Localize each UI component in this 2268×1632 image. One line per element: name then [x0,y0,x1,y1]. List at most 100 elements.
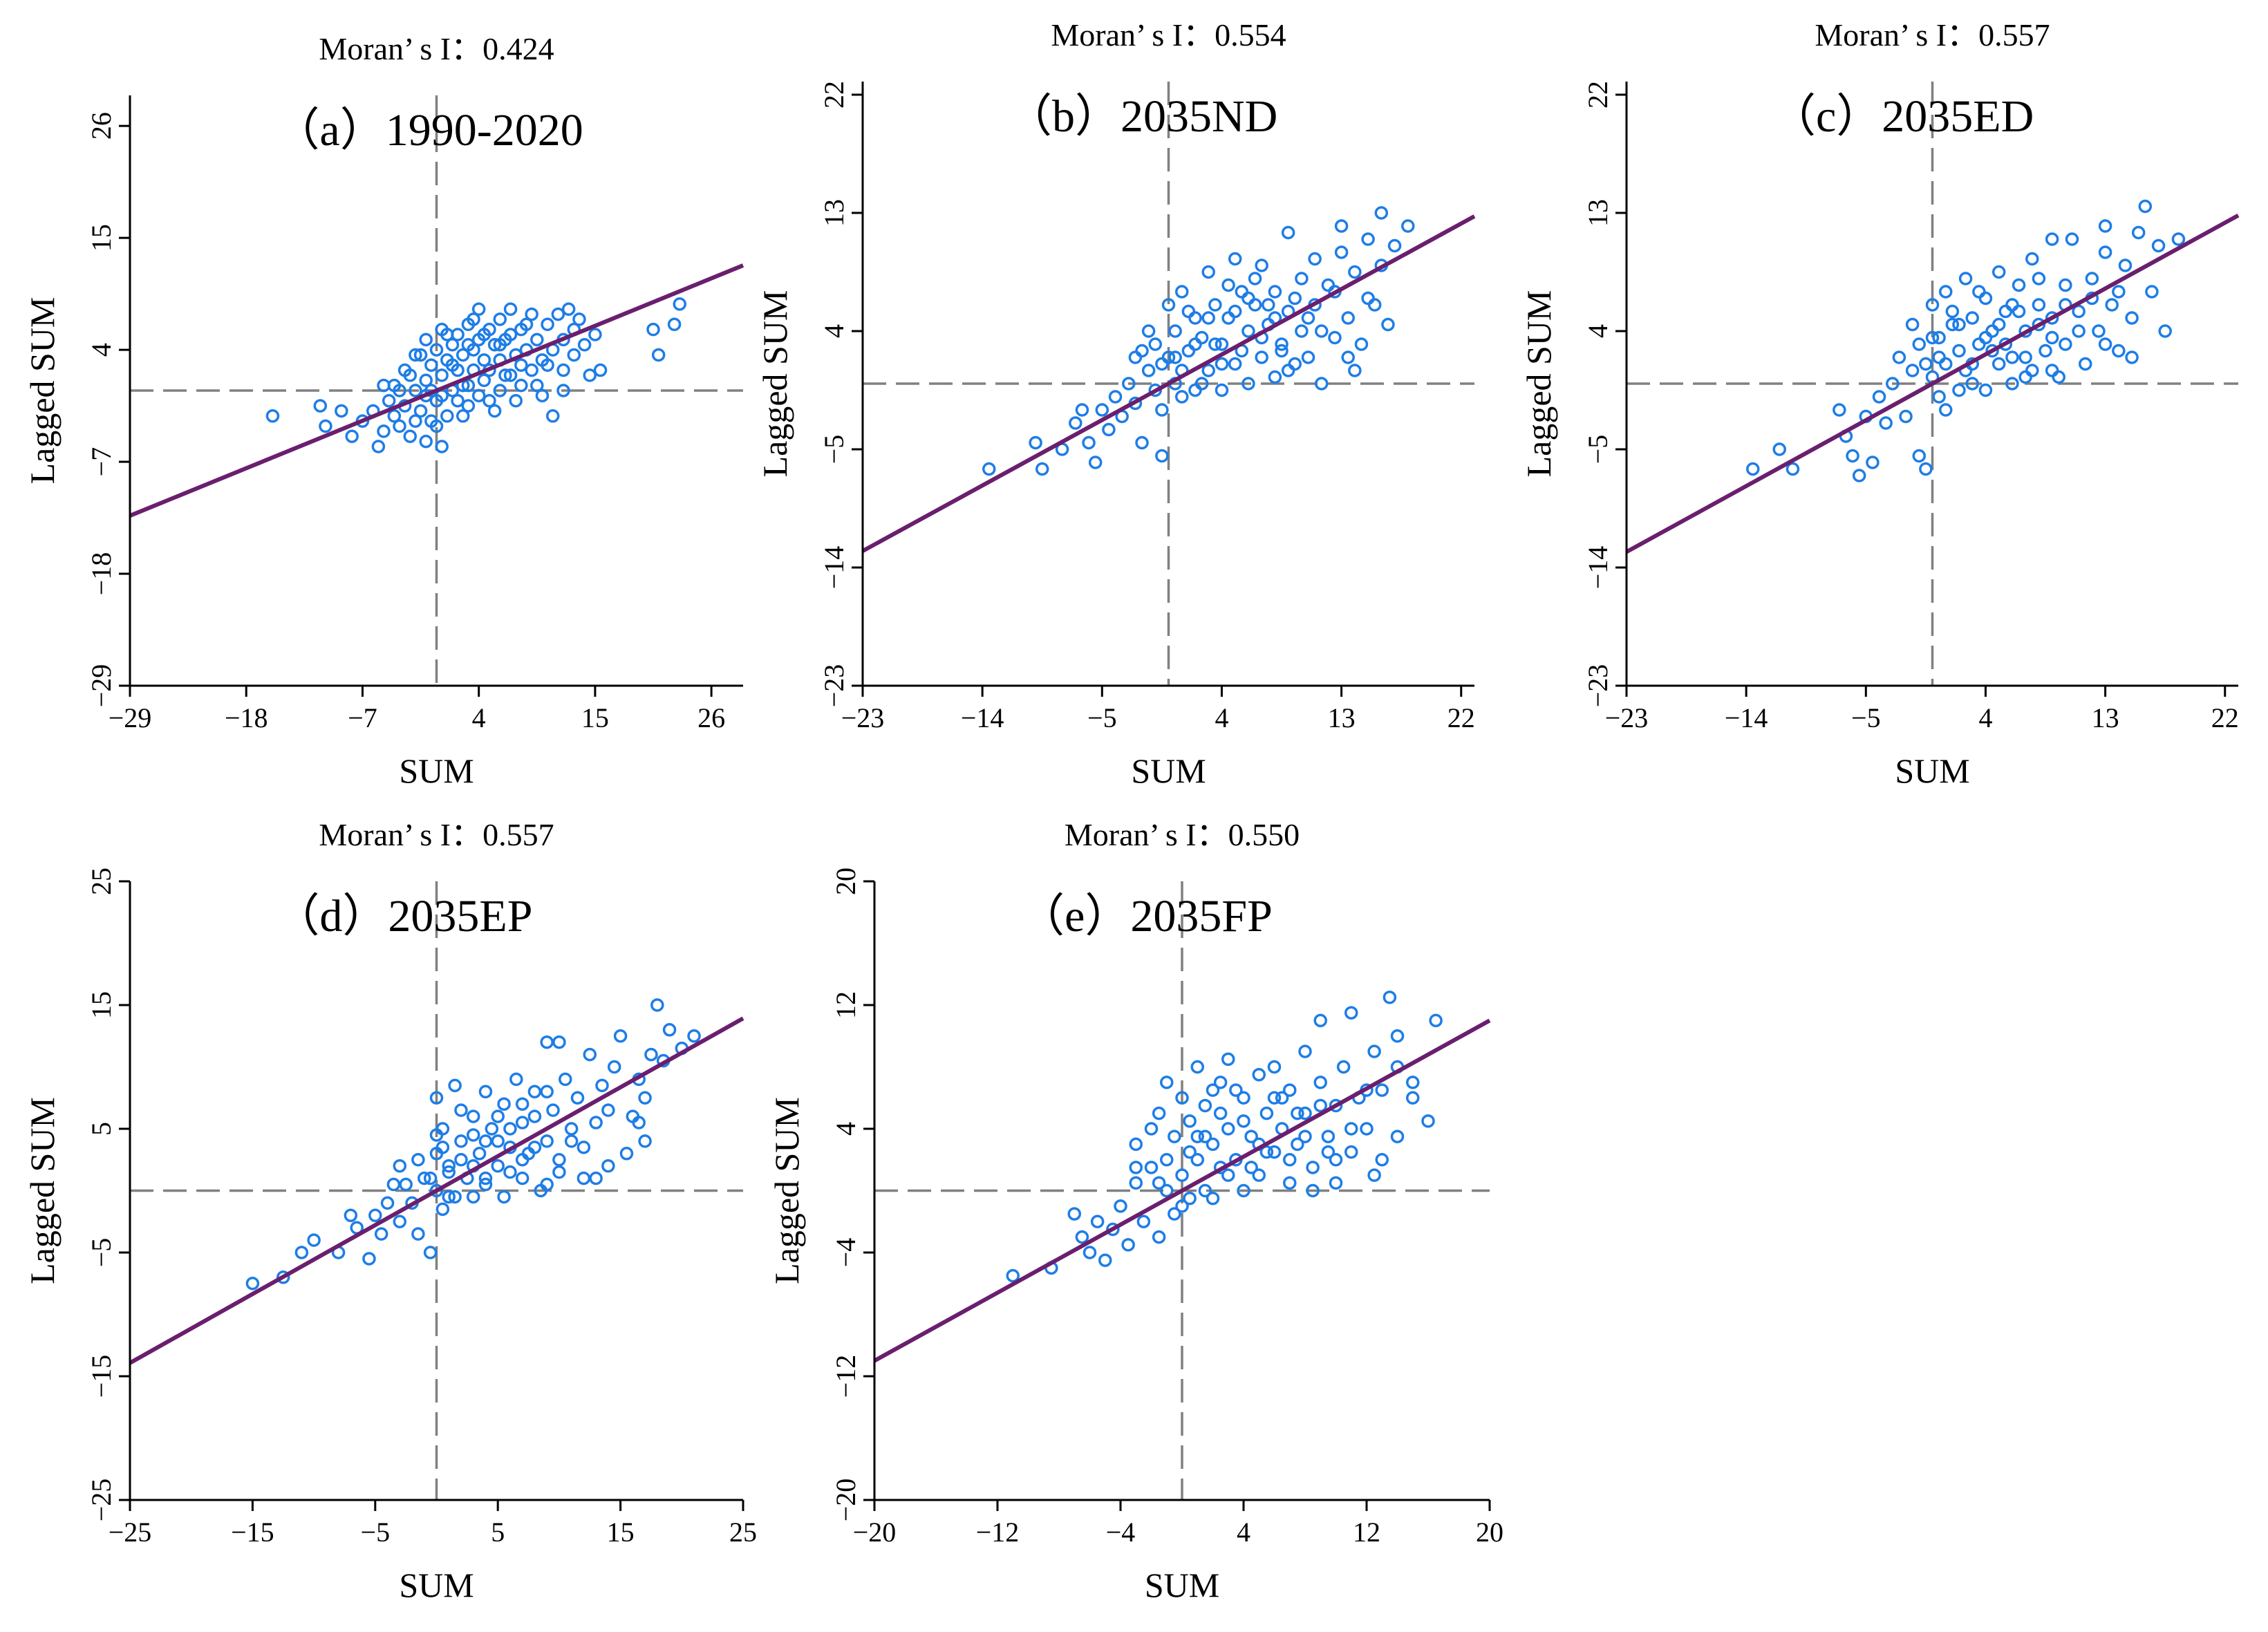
scatter-point [1255,259,1268,272]
scatter-point [1181,304,1196,319]
scatter-point [1978,383,1993,397]
scatter-point [577,337,592,352]
scatter-point [503,328,518,341]
scatter-point [419,332,433,347]
scatter-point [601,1159,615,1173]
scatter-point [2171,232,2186,246]
scatter-point [1833,403,1846,417]
scatter-point [1985,324,1999,338]
scatter-point [2105,298,2119,312]
x-tick-label: 5 [491,1517,505,1548]
scatter-point [1175,1091,1189,1105]
scatter-point [2032,272,2046,285]
scatter-point [1194,377,1209,391]
scatter-point [1291,1106,1304,1120]
scatter-point [442,1190,456,1204]
scatter-point [2005,377,2019,391]
scatter-point [423,1246,438,1259]
regression-line [129,1016,744,1365]
scatter-point [1152,1176,1166,1190]
x-axis-label: SUM [1895,751,1969,790]
y-tick-label: 13 [1582,199,1613,227]
scatter-point [519,317,534,332]
scatter-point [1852,469,1866,482]
scatter-point [467,312,480,326]
scatter-point [1213,1076,1228,1089]
y-tick-label: 4 [1582,324,1613,338]
x-tick-label: 4 [472,702,486,733]
scatter-point [1298,1106,1312,1120]
scatter-point [2025,252,2039,266]
scatter-point [1919,462,1933,476]
scatter-point [1228,252,1242,266]
scatter-point [1106,1222,1120,1237]
scatter-point [2045,364,2059,377]
scatter-point [515,1171,529,1185]
scatter-point [1315,377,1329,391]
scatter-point [1321,1145,1336,1159]
scatter-point [2098,219,2112,233]
scatter-point [1772,442,1786,456]
scatter-point [540,1177,554,1192]
scatter-point [1255,350,1268,364]
scatter-point [2092,324,2106,338]
y-tick-label: 26 [86,112,117,140]
scatter-point [1932,350,1946,364]
scatter-point [552,1165,566,1179]
scatter-point [485,1122,499,1136]
scatter-point [1972,285,1986,299]
scatter-point [552,1035,566,1049]
scatter-point [1198,1183,1212,1198]
scatter-point [687,1029,701,1043]
scatter-point [1281,364,1295,377]
scatter-point [478,1134,493,1148]
scatter-point [498,368,512,382]
scatter-point [1237,1183,1250,1198]
scatter-point [482,393,496,408]
scatter-point [1348,364,1362,377]
scatter-point [2125,311,2139,325]
scatter-point [1152,1230,1166,1244]
scatter-point [1155,449,1169,463]
scatter-point [371,440,386,453]
scatter-point [1306,1183,1320,1198]
scatter-point [515,1097,529,1111]
scatter-point [409,348,422,362]
scatter-point [478,1171,493,1185]
x-tick-label: −14 [961,702,1004,733]
scatter-point [1098,1253,1112,1267]
scatter-point [487,337,502,352]
y-tick-label: 22 [818,81,850,109]
scatter-point [429,1183,444,1198]
scatter-point [1288,291,1302,306]
scatter-point [1122,377,1136,391]
y-tick-label: −25 [86,1479,117,1522]
scatter-point [1313,1076,1327,1089]
x-tick-label: 12 [1353,1517,1380,1548]
scatter-point [1912,449,1927,463]
y-tick-label: −23 [1582,664,1613,708]
scatter-point [277,1270,290,1284]
y-tick-label: −14 [818,546,850,590]
scatter-point [1215,383,1229,397]
scatter-point [1168,1129,1181,1143]
scatter-point [1899,409,1913,424]
scatter-point [2032,298,2046,312]
scatter-point [1344,1145,1358,1159]
x-tick-label: 26 [697,702,725,733]
scatter-point [461,399,476,413]
scatter-point [1383,991,1397,1004]
moran-title: Moran’ s I：0.550 [1065,817,1300,852]
scatter-point [1912,337,1927,351]
scatter-point [2025,364,2039,377]
scatter-point [638,1091,652,1105]
scatter-point [503,1165,517,1179]
scatter-point [1367,298,1382,312]
x-tick-label: 4 [1237,1517,1250,1548]
scatter-point [1201,364,1215,377]
scatter-point [577,1141,591,1154]
scatter-point [1229,1083,1243,1097]
scatter-point [471,302,486,316]
scatter-point [1336,1060,1351,1074]
scatter-point [2158,324,2172,338]
